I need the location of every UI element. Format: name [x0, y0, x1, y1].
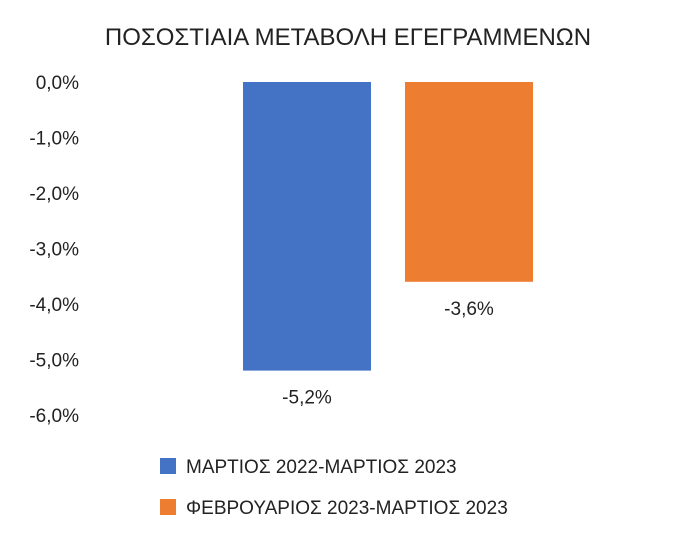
y-tick-label: -6,0% — [29, 406, 79, 427]
chart-title: ΠΟΣΟΣΤΙΑΙΑ ΜΕΤΑΒΟΛΗ ΕΓΕΓΡΑΜΜΕΝΩΝ — [105, 24, 591, 51]
legend-entry: ΦΕΒΡΟΥΑΡΙΟΣ 2023-ΜΑΡΤΙΟΣ 2023 — [186, 498, 508, 519]
data-labels: -5,2% -3,6% — [282, 299, 494, 409]
data-label: -3,6% — [444, 299, 494, 320]
legend-entry: ΜΑΡΤΙΟΣ 2022-ΜΑΡΤΙΟΣ 2023 — [186, 457, 457, 478]
y-axis: 0,0% -1,0% -2,0% -3,0% -4,0% -5,0% -6,0% — [29, 73, 79, 427]
bar — [243, 82, 371, 371]
data-label: -5,2% — [282, 388, 332, 409]
y-tick-label: -4,0% — [29, 295, 79, 316]
y-tick-label: 0,0% — [36, 73, 79, 94]
y-tick-label: -5,0% — [29, 351, 79, 372]
bars — [243, 82, 533, 371]
y-tick-label: -3,0% — [29, 240, 79, 261]
legend-swatch — [160, 499, 176, 515]
legend: ΜΑΡΤΙΟΣ 2022-ΜΑΡΤΙΟΣ 2023 ΦΕΒΡΟΥΑΡΙΟΣ 202… — [160, 457, 508, 519]
bar — [405, 82, 533, 282]
y-tick-label: -1,0% — [29, 129, 79, 150]
legend-swatch — [160, 458, 176, 474]
y-tick-label: -2,0% — [29, 184, 79, 205]
